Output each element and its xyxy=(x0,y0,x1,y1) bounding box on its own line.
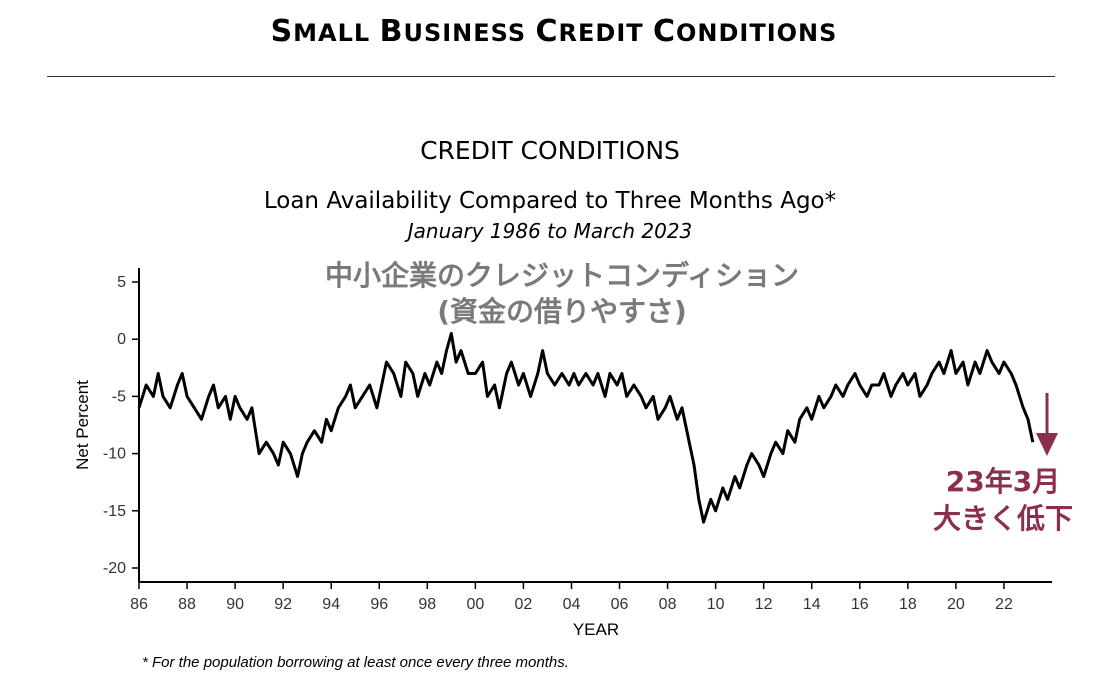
x-tick-label: 06 xyxy=(611,596,629,613)
y-tick-label: -15 xyxy=(103,503,126,520)
x-tick-label: 98 xyxy=(418,596,436,613)
x-tick-label: 86 xyxy=(130,596,148,613)
y-tick-label: -5 xyxy=(112,388,126,405)
x-tick-label: 16 xyxy=(851,596,869,613)
x-axis-label: YEAR xyxy=(573,620,619,639)
overlay-subtitle-jp: (資金の借りやすさ) xyxy=(437,295,687,328)
x-tick-label: 02 xyxy=(515,596,533,613)
x-tick-label: 22 xyxy=(995,596,1013,613)
annotation-date: 23年3月 xyxy=(946,465,1060,498)
x-tick-label: 08 xyxy=(659,596,677,613)
series-line-net-percent xyxy=(137,332,1035,524)
x-tick-label: 90 xyxy=(226,596,244,613)
y-axis-ticks: 5 0 -5 -10 -15 -20 xyxy=(103,274,139,577)
header-divider xyxy=(47,76,1055,77)
chart-date-range: January 1986 to March 2023 xyxy=(404,219,693,243)
y-tick-label: -20 xyxy=(103,560,126,577)
x-tick-label: 10 xyxy=(707,596,725,613)
x-tick-label: 94 xyxy=(322,596,340,613)
y-tick-label: 5 xyxy=(117,274,126,291)
y-tick-label: 0 xyxy=(117,331,126,348)
footnote: * For the population borrowing at least … xyxy=(142,654,569,671)
x-tick-label: 04 xyxy=(563,596,581,613)
x-tick-label: 92 xyxy=(274,596,292,613)
x-tick-label: 20 xyxy=(947,596,965,613)
y-tick-label: -10 xyxy=(103,446,126,463)
annotation-text: 大きく低下 xyxy=(933,502,1073,535)
decline-arrow xyxy=(1036,393,1058,456)
x-tick-label: 14 xyxy=(803,596,821,613)
x-tick-label: 18 xyxy=(899,596,917,613)
overlay-title-jp: 中小企業のクレジットコンディション xyxy=(325,259,799,292)
x-tick-label: 12 xyxy=(755,596,773,613)
x-tick-label: 00 xyxy=(466,596,484,613)
x-axis-ticks: 86 88 90 92 94 96 98 00 02 04 06 08 10 12 14 16 18 20 22 xyxy=(130,582,1013,613)
page-header: SMALL BUSINESS CREDIT CONDITIONS xyxy=(270,14,838,49)
chart-subtitle: Loan Availability Compared to Three Mont… xyxy=(264,188,836,214)
x-tick-label: 88 xyxy=(178,596,196,613)
x-tick-label: 96 xyxy=(370,596,388,613)
chart-title: CREDIT CONDITIONS xyxy=(420,136,680,165)
y-axis-label: Net Percent xyxy=(73,380,92,470)
